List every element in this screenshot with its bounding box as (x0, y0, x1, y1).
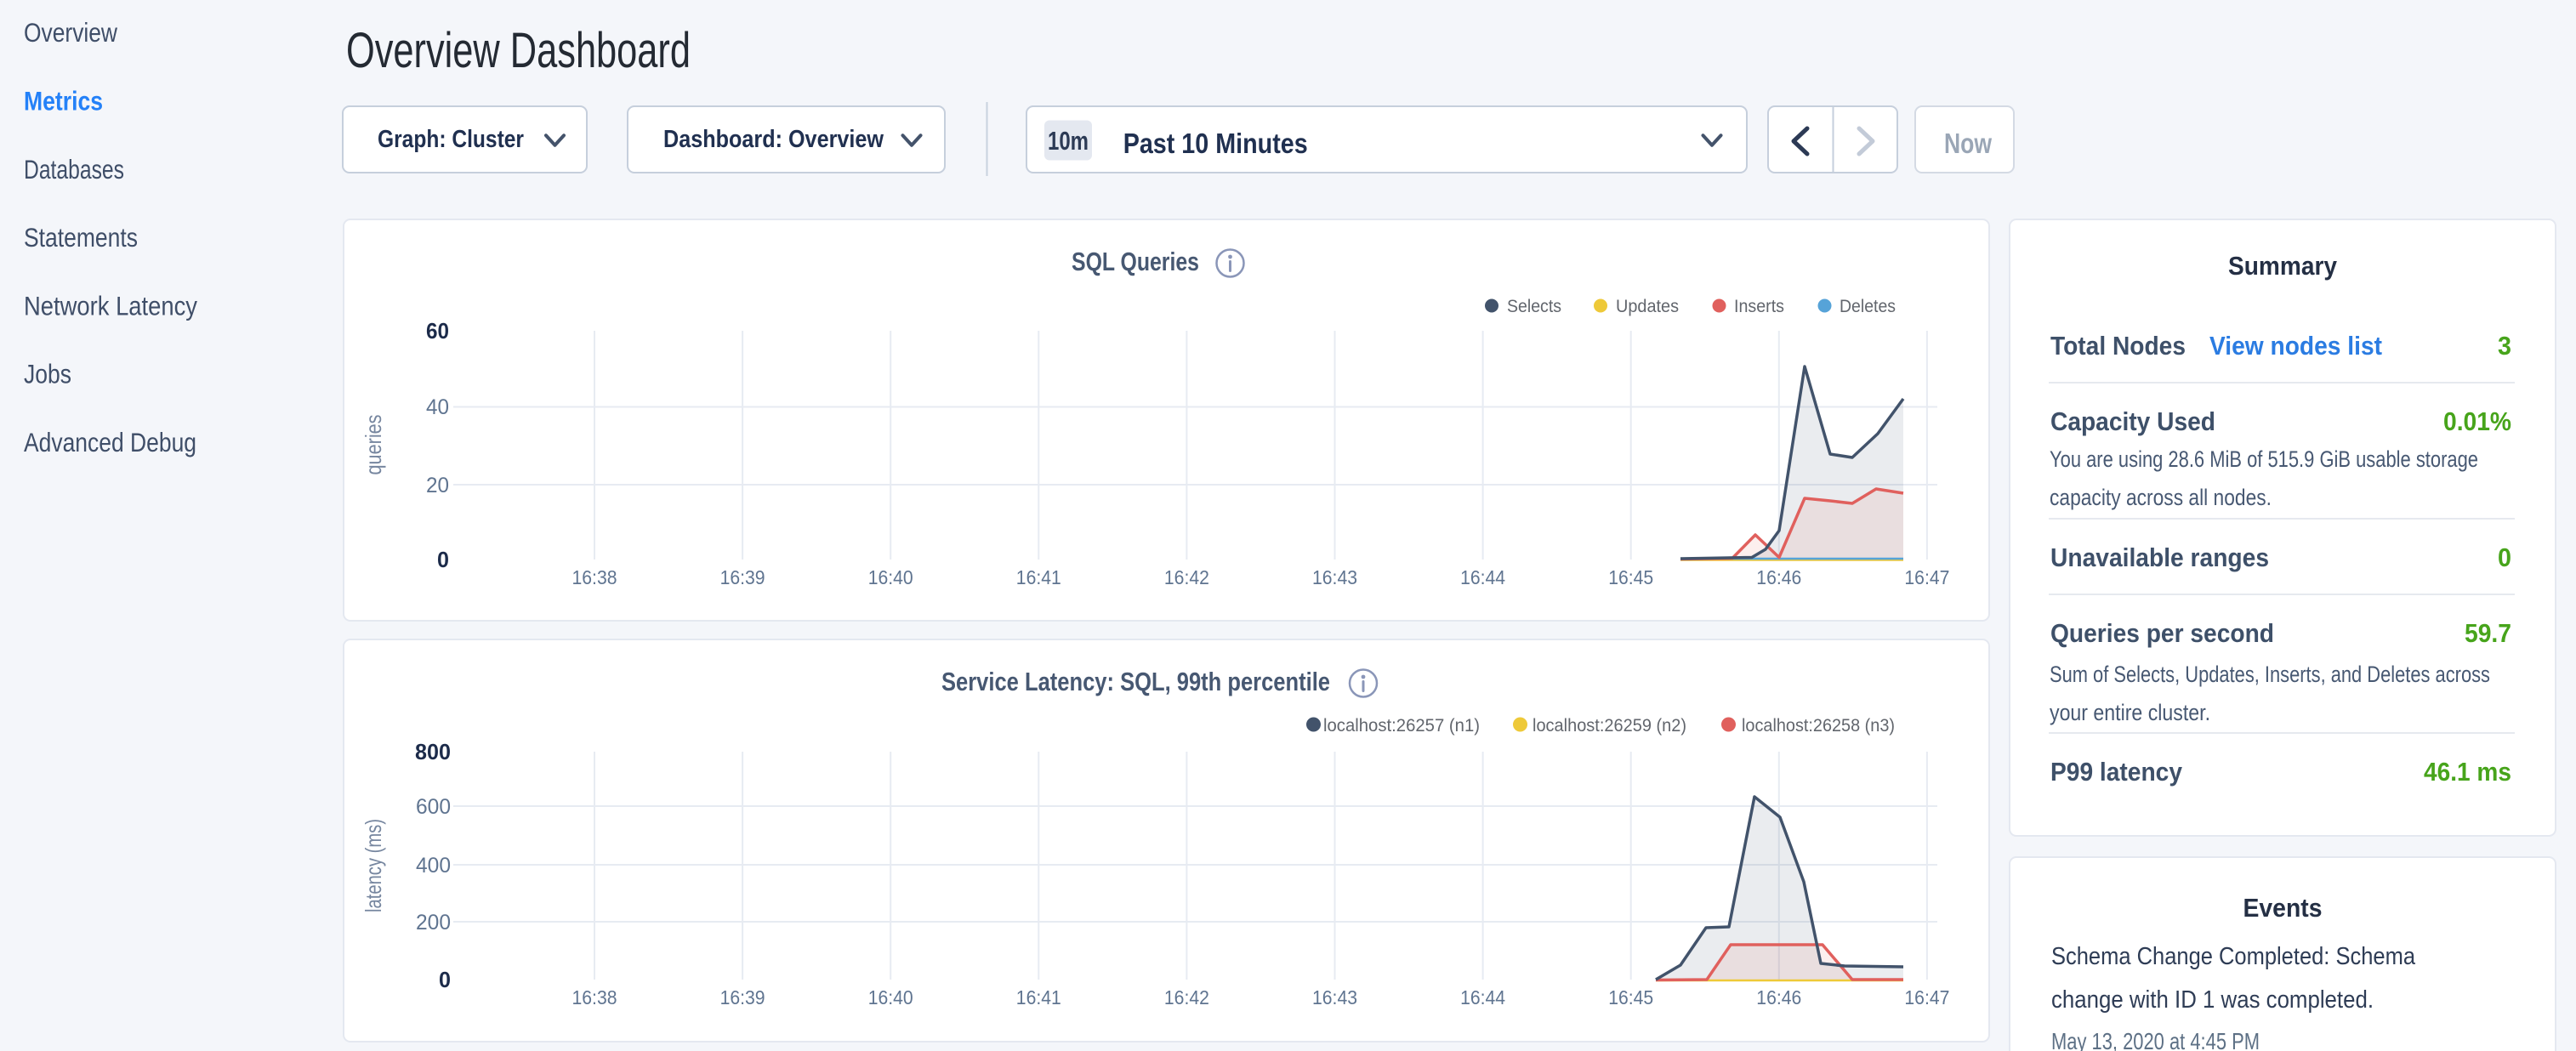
svg-text:16:41: 16:41 (1016, 986, 1061, 1008)
svg-text:3: 3 (2498, 331, 2511, 361)
svg-text:localhost:26259 (n2): localhost:26259 (n2) (1533, 716, 1686, 736)
svg-text:Deletes: Deletes (1840, 297, 1896, 316)
svg-text:Jobs: Jobs (24, 359, 71, 389)
svg-text:Selects: Selects (1507, 297, 1561, 316)
svg-text:localhost:26257 (n1): localhost:26257 (n1) (1323, 716, 1480, 736)
svg-text:200: 200 (416, 911, 451, 935)
svg-text:16:39: 16:39 (720, 566, 765, 588)
svg-text:16:42: 16:42 (1164, 566, 1209, 588)
svg-text:Queries per second: Queries per second (2050, 618, 2274, 648)
svg-text:16:43: 16:43 (1312, 986, 1357, 1008)
svg-text:View nodes list: View nodes list (2209, 331, 2382, 361)
svg-text:Events: Events (2243, 893, 2323, 923)
svg-text:You are using 28.6 MiB of 515.: You are using 28.6 MiB of 515.9 GiB usab… (2050, 446, 2478, 472)
svg-text:16:38: 16:38 (572, 986, 617, 1008)
svg-text:800: 800 (415, 739, 451, 764)
svg-text:SQL Queries: SQL Queries (1072, 247, 1199, 276)
svg-text:16:40: 16:40 (868, 986, 913, 1008)
svg-text:your entire cluster.: your entire cluster. (2050, 700, 2210, 725)
svg-text:400: 400 (416, 854, 451, 878)
svg-text:0: 0 (437, 547, 449, 572)
svg-text:59.7: 59.7 (2465, 618, 2511, 648)
svg-text:P99 latency: P99 latency (2050, 757, 2183, 787)
svg-text:Total Nodes: Total Nodes (2050, 331, 2186, 361)
svg-text:60: 60 (426, 318, 449, 344)
svg-text:capacity across all nodes.: capacity across all nodes. (2050, 485, 2272, 510)
svg-text:Past 10 Minutes: Past 10 Minutes (1123, 128, 1308, 159)
svg-text:16:42: 16:42 (1164, 986, 1209, 1008)
svg-text:Network Latency: Network Latency (24, 290, 197, 321)
svg-text:Statements: Statements (24, 222, 138, 253)
svg-text:16:45: 16:45 (1608, 566, 1653, 588)
svg-text:Sum of Selects, Updates, Inser: Sum of Selects, Updates, Inserts, and De… (2050, 662, 2490, 687)
svg-text:Dashboard: Overview: Dashboard: Overview (663, 126, 884, 153)
svg-text:0: 0 (2498, 543, 2511, 572)
svg-text:10m: 10m (1048, 126, 1089, 156)
svg-text:Graph: Cluster: Graph: Cluster (378, 126, 524, 153)
svg-text:Capacity Used: Capacity Used (2050, 406, 2215, 436)
svg-text:Schema Change Completed: Schem: Schema Change Completed: Schema (2051, 943, 2416, 970)
svg-text:20: 20 (426, 474, 449, 497)
svg-text:Service Latency: SQL, 99th per: Service Latency: SQL, 99th percentile (941, 667, 1330, 696)
svg-text:16:46: 16:46 (1756, 986, 1801, 1008)
svg-text:localhost:26258 (n3): localhost:26258 (n3) (1742, 716, 1895, 736)
svg-text:16:46: 16:46 (1756, 566, 1801, 588)
svg-text:Metrics: Metrics (24, 86, 103, 116)
svg-text:Advanced Debug: Advanced Debug (24, 427, 196, 457)
svg-text:16:38: 16:38 (572, 566, 617, 588)
svg-text:change with ID 1 was completed: change with ID 1 was completed. (2051, 986, 2374, 1014)
svg-text:May 13, 2020 at 4:45 PM: May 13, 2020 at 4:45 PM (2051, 1028, 2260, 1051)
svg-text:16:47: 16:47 (1904, 986, 1949, 1008)
svg-text:queries: queries (361, 415, 386, 475)
svg-text:16:47: 16:47 (1904, 566, 1949, 588)
svg-text:latency (ms): latency (ms) (361, 819, 386, 912)
svg-text:Inserts: Inserts (1734, 297, 1784, 316)
svg-text:16:43: 16:43 (1312, 566, 1357, 588)
svg-text:16:45: 16:45 (1608, 986, 1653, 1008)
svg-text:0.01%: 0.01% (2443, 406, 2511, 436)
svg-text:16:40: 16:40 (868, 566, 913, 588)
svg-text:Summary: Summary (2228, 251, 2338, 281)
svg-text:16:44: 16:44 (1460, 986, 1505, 1008)
svg-text:16:39: 16:39 (720, 986, 765, 1008)
svg-text:40: 40 (426, 395, 449, 419)
svg-text:16:41: 16:41 (1016, 566, 1061, 588)
svg-text:Databases: Databases (24, 154, 124, 185)
svg-text:Now: Now (1944, 128, 1992, 159)
svg-text:46.1 ms: 46.1 ms (2424, 757, 2511, 787)
svg-text:16:44: 16:44 (1460, 566, 1505, 588)
svg-text:Overview: Overview (24, 17, 117, 48)
svg-text:Unavailable ranges: Unavailable ranges (2050, 543, 2269, 572)
svg-text:0: 0 (439, 967, 451, 992)
svg-text:Updates: Updates (1616, 297, 1679, 316)
svg-text:Overview Dashboard: Overview Dashboard (346, 23, 691, 78)
svg-text:600: 600 (416, 795, 451, 819)
